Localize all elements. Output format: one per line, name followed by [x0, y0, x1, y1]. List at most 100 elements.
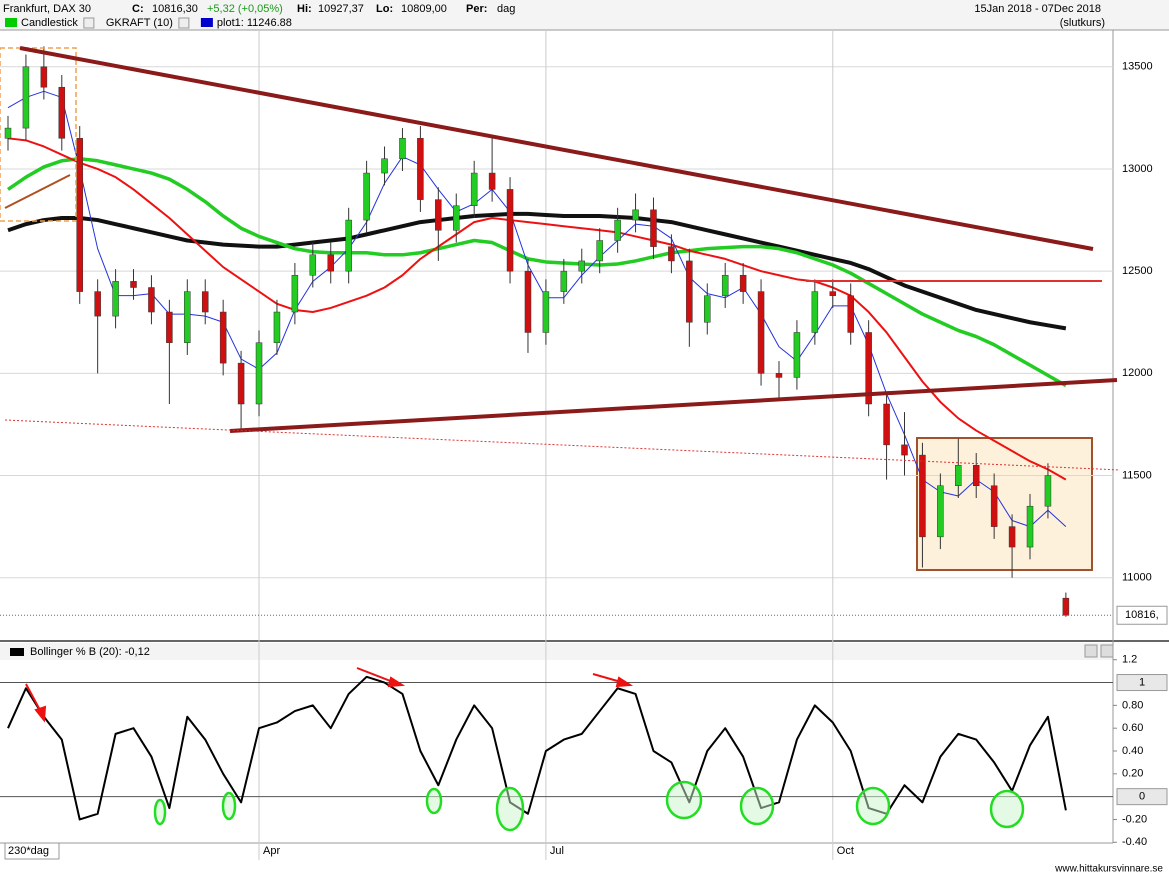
mode: (slutkurs) [1060, 17, 1105, 29]
candle-body [255, 342, 263, 405]
candle-body [829, 291, 837, 296]
candle-body [381, 158, 388, 174]
reference-box [1116, 674, 1168, 692]
candle-body [650, 209, 657, 247]
arrow-head [387, 676, 406, 688]
indicator-title: Bollinger % B (20): -0,12 [30, 646, 150, 658]
trend-line [4, 174, 71, 209]
moving-average [7, 211, 1067, 331]
circle [425, 787, 443, 815]
candle-body [739, 274, 747, 292]
legend-swatch [10, 648, 24, 656]
legend-label: plot1: 11246.88 [217, 17, 292, 29]
tool-button[interactable] [1084, 644, 1098, 658]
candle-body [560, 270, 568, 292]
candle-body [757, 291, 765, 374]
candle-body [847, 295, 854, 333]
y-tick-label: -0.40 [1122, 836, 1147, 848]
y-tick-label: 13000 [1122, 163, 1153, 175]
legend-label: GKRAFT (10) [106, 17, 173, 29]
candle-body [972, 465, 980, 486]
moving-average [7, 137, 1067, 481]
y-tick-label: 0.40 [1122, 745, 1143, 757]
candle-body [417, 138, 424, 200]
candle-body [309, 254, 317, 276]
candle-body [721, 274, 729, 296]
circle [153, 798, 167, 826]
candle-body [470, 172, 478, 207]
candle-body [542, 291, 550, 333]
arrow-head [615, 676, 634, 688]
legend: Candlestick GKRAFT (10) plot1: 11246.88 [5, 17, 292, 29]
candle-body [237, 362, 245, 405]
arrows [25, 667, 634, 723]
trend-line [229, 378, 1118, 433]
candle-body [399, 138, 406, 160]
last-price-box [1116, 605, 1168, 625]
arrow [356, 667, 394, 683]
candle-body [345, 219, 352, 272]
candle-body [184, 291, 191, 343]
circle [221, 791, 237, 821]
candle-body [1008, 526, 1016, 548]
candle-body [578, 260, 586, 272]
candle-body [94, 291, 101, 317]
plot-area: 11000 11500 12000 12500 13000 13500 Apr Jul Oct 1… [0, 30, 1168, 860]
candle-body [291, 274, 299, 313]
close: 10816,30 [152, 3, 198, 15]
candle-body [506, 189, 514, 272]
highlight-box [0, 47, 77, 222]
x-tick-label: Oct [837, 845, 854, 857]
candle-body [453, 205, 460, 231]
close-label: C: [132, 3, 144, 15]
y-tick-label: 12000 [1122, 367, 1153, 379]
candle-body [919, 454, 926, 538]
candle-body [1026, 505, 1034, 548]
candle-body [990, 485, 998, 527]
candle-body [614, 219, 621, 241]
candle-body [632, 209, 639, 221]
x-tick-label: Jul [550, 845, 564, 857]
candle-body [22, 66, 30, 129]
candle-body [865, 332, 872, 405]
close-button[interactable] [1100, 644, 1114, 658]
arrow [25, 683, 42, 713]
candle-body [219, 311, 227, 364]
candle-body [76, 138, 83, 292]
candle-body [793, 332, 801, 378]
last-price-label: 10816, [1125, 609, 1159, 621]
bars-count: 230*dag [8, 845, 49, 857]
low-label: Lo: [376, 3, 393, 15]
arrow [592, 673, 622, 683]
y-tick-label: 0.60 [1122, 722, 1143, 734]
candle-body [668, 246, 675, 262]
candle-body [524, 270, 532, 333]
reference-box [1116, 788, 1168, 806]
candle-body [201, 291, 209, 313]
circle [989, 789, 1025, 829]
candle-body [937, 485, 944, 538]
y-tick-label: 13500 [1122, 61, 1153, 73]
candle-body [40, 66, 48, 88]
y-tick-label: 12500 [1122, 265, 1153, 277]
instrument: Frankfurt, DAX 30 [3, 3, 91, 15]
sub-header [0, 643, 1113, 660]
x-tick-label: Apr [263, 845, 280, 857]
circle [665, 780, 703, 820]
low: 10809,00 [401, 3, 447, 15]
legend-label: Candlestick [21, 17, 78, 29]
candle-body [273, 311, 281, 343]
candle-body [148, 287, 155, 313]
candle-body [775, 373, 783, 378]
circle [739, 786, 775, 826]
y-tick-label: 0.20 [1122, 768, 1143, 780]
y-tick-label: 11500 [1122, 469, 1152, 481]
circle [495, 786, 525, 832]
candle-body [112, 281, 119, 317]
candle-body [4, 127, 12, 139]
high-label: Hi: [297, 3, 312, 15]
y-tick-label: -0.20 [1122, 813, 1147, 825]
trend-line [19, 46, 1094, 251]
legend-swatch [200, 18, 213, 27]
candle-body [130, 281, 137, 288]
